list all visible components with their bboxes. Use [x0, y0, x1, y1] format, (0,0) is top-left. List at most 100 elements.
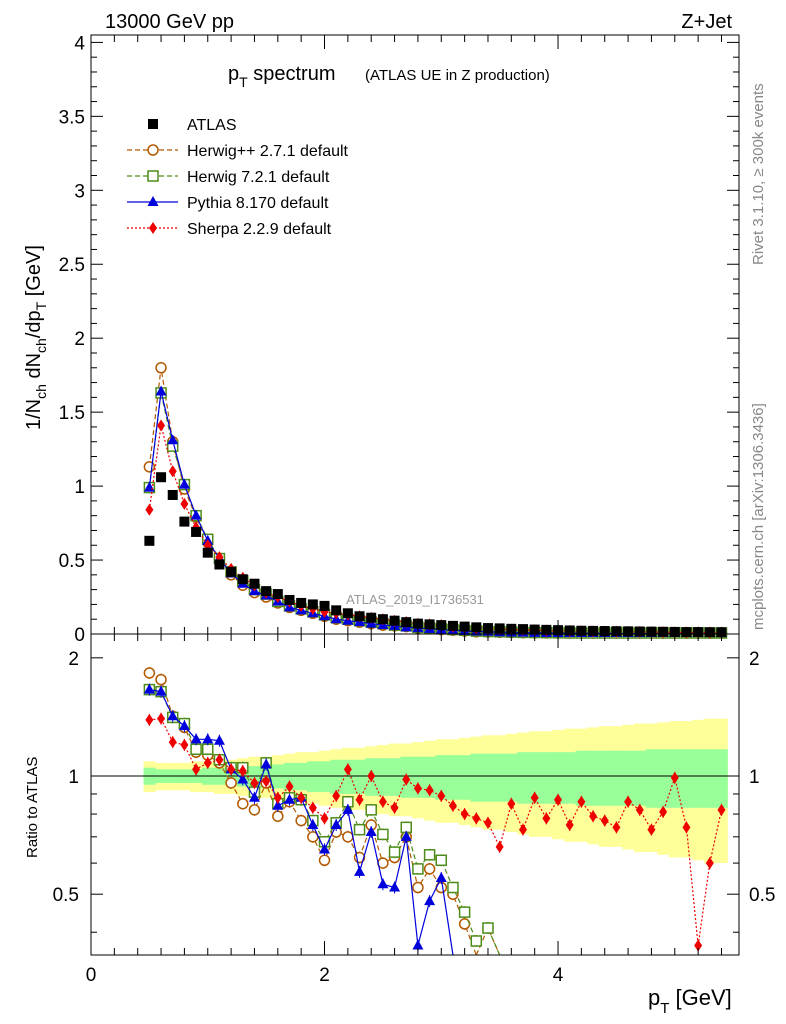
data-point	[250, 776, 259, 789]
data-point	[190, 733, 202, 744]
main-plot: 0 0.5 1 1.5 2 2.5 3 3.5 4 pT spectrum (ATLAS UE …	[23, 33, 740, 646]
data-point	[530, 791, 539, 804]
data-point	[157, 712, 166, 725]
data-point	[192, 763, 201, 776]
stat-band-segment	[482, 753, 495, 802]
data-point	[424, 619, 435, 630]
ratio-y-tick-label-right: 0.5	[749, 885, 775, 906]
data-point	[412, 863, 424, 875]
y-tick-label: 0	[74, 625, 85, 646]
data-point	[167, 710, 179, 721]
stat-band-segment	[458, 755, 471, 800]
data-point	[389, 615, 400, 626]
stat-band-segment	[692, 749, 705, 808]
data-point	[447, 620, 458, 631]
data-point	[624, 795, 633, 808]
ratio-ylabel: Ratio to ATLAS	[24, 757, 41, 858]
data-point	[319, 843, 331, 854]
stat-band-segment	[295, 762, 308, 791]
data-point	[157, 419, 166, 432]
data-point	[272, 589, 283, 600]
y-tick-label: 1.5	[59, 403, 85, 424]
data-point	[143, 683, 155, 694]
data-point	[482, 922, 494, 934]
data-point	[612, 821, 621, 834]
data-point	[588, 625, 599, 636]
stat-band-segment	[517, 752, 530, 804]
data-point	[155, 385, 167, 396]
data-point	[388, 846, 401, 858]
data-point	[389, 881, 401, 892]
main-title: pT spectrum	[228, 63, 336, 90]
data-point	[495, 840, 504, 853]
data-point	[178, 478, 190, 489]
data-point	[460, 808, 469, 821]
ratio-y-tick-label: 1	[68, 767, 79, 788]
data-point	[284, 594, 295, 605]
data-point	[377, 878, 389, 889]
ratio-plot-frame	[90, 633, 740, 956]
data-point	[459, 621, 470, 632]
data-point	[483, 816, 492, 829]
data-point	[342, 803, 354, 814]
data-point	[145, 503, 154, 516]
data-point	[203, 756, 212, 769]
ratio-series-sherpa-2-2-9-default	[145, 712, 726, 952]
y-tick-label: 0.5	[59, 551, 85, 572]
stat-band-segment	[563, 752, 577, 804]
legend-entry-atlas: ATLAS	[148, 117, 237, 134]
data-point	[272, 810, 284, 822]
data-point	[377, 614, 388, 625]
stat-band-segment	[353, 759, 366, 794]
data-point	[237, 773, 249, 784]
data-point	[471, 622, 482, 633]
y-tick-label: 2	[74, 329, 85, 350]
data-point	[412, 939, 424, 950]
data-point	[378, 795, 387, 808]
data-point	[238, 764, 247, 777]
data-point	[167, 489, 178, 500]
data-point	[190, 509, 202, 520]
legend-marker	[148, 119, 158, 129]
stat-band-segment	[388, 758, 401, 796]
data-point	[565, 819, 574, 832]
data-point	[273, 791, 282, 804]
data-point	[296, 597, 307, 608]
data-point	[179, 516, 190, 527]
data-point	[156, 472, 167, 483]
legend-entry-sherpa-2-2-9-default: Sherpa 2.2.9 default	[127, 221, 332, 238]
data-point	[261, 586, 272, 597]
data-point	[155, 362, 167, 374]
data-point	[366, 612, 377, 623]
data-point	[249, 578, 260, 589]
data-point	[413, 782, 422, 795]
stat-band-segment	[622, 750, 635, 806]
stat-band-segment	[703, 749, 717, 808]
data-point	[365, 826, 377, 837]
data-point	[342, 608, 353, 619]
data-point	[248, 804, 261, 816]
stat-band-segment	[283, 762, 296, 791]
data-point	[260, 758, 272, 769]
data-point	[659, 805, 668, 818]
stat-band-segment	[598, 750, 612, 806]
data-point	[355, 793, 364, 806]
x-tick-label: 4	[553, 965, 564, 986]
data-point	[272, 799, 284, 810]
data-point	[202, 547, 213, 558]
data-point	[425, 784, 434, 797]
data-point	[202, 733, 214, 744]
y-tick-label: 3	[74, 181, 85, 202]
data-point	[600, 814, 609, 827]
data-point	[155, 673, 167, 686]
ratio-y-tick-label: 0.5	[53, 885, 79, 906]
data-point	[564, 625, 575, 636]
header-right: Z+Jet	[681, 11, 732, 33]
data-point	[295, 814, 307, 827]
data-point	[577, 795, 586, 808]
data-point	[682, 821, 691, 834]
data-point	[262, 775, 271, 788]
data-point	[332, 789, 341, 802]
stat-band-segment	[633, 750, 647, 806]
